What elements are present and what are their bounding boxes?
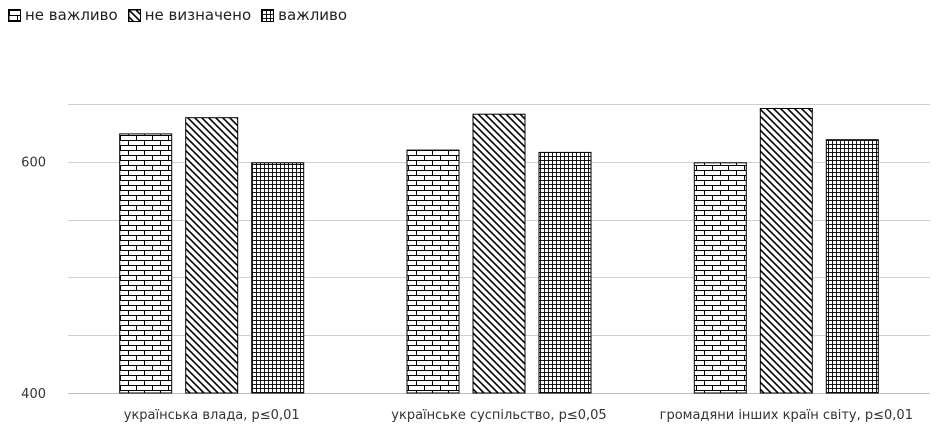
y-tick-label: 600 — [21, 156, 46, 171]
bars — [119, 108, 879, 394]
legend: не важливо не визначено важливо — [8, 6, 347, 24]
x-tick-label: громадяни інших країн світу, p≤0,01 — [660, 408, 913, 423]
legend-label: не визначено — [144, 6, 252, 24]
bar-brick-3[interactable] — [693, 162, 747, 394]
legend-label: важливо — [278, 6, 348, 24]
legend-item-not-important[interactable]: не важливо — [8, 6, 118, 24]
x-tick-label: українська влада, p≤0,01 — [124, 408, 300, 423]
legend-item-undecided[interactable]: не визначено — [127, 6, 252, 24]
y-axis: 400 600 — [21, 156, 46, 402]
bar-grid-2[interactable] — [538, 151, 592, 394]
bar-diagonal-2[interactable] — [472, 113, 526, 394]
bar-grid-3[interactable] — [825, 139, 879, 394]
legend-swatch-diagonal — [127, 8, 141, 22]
x-tick-label: українське суспільство, p≤0,05 — [391, 408, 606, 423]
bar-grid-1[interactable] — [251, 162, 305, 394]
bar-brick-2[interactable] — [406, 149, 460, 394]
bar-diagonal-3[interactable] — [759, 108, 813, 394]
y-tick-label: 400 — [21, 387, 46, 402]
x-axis: українська влада, p≤0,01 українське суспі… — [124, 408, 913, 423]
legend-swatch-brick — [8, 8, 21, 22]
legend-label: не важливо — [25, 6, 118, 24]
bar-brick-1[interactable] — [119, 133, 173, 394]
legend-swatch-grid — [261, 8, 275, 22]
legend-item-important[interactable]: важливо — [261, 6, 347, 24]
bar-diagonal-1[interactable] — [185, 117, 239, 394]
